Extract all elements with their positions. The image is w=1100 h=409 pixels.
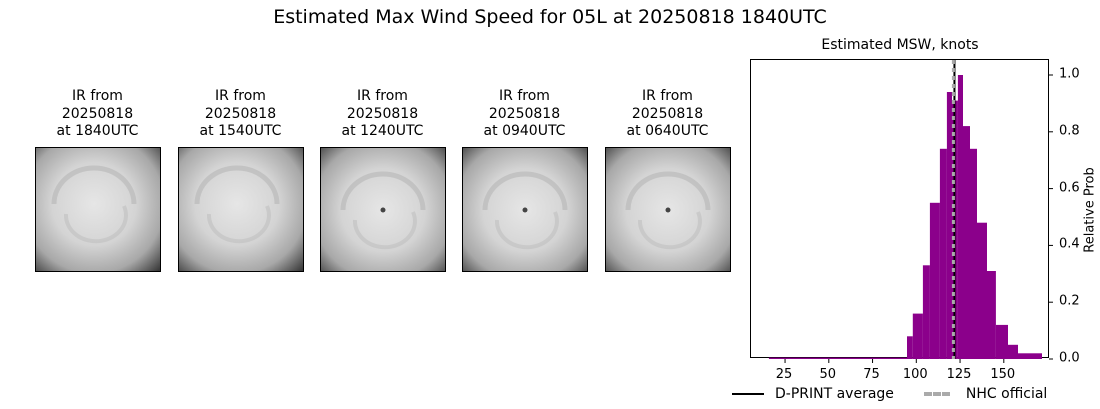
legend: D-PRINT average NHC official xyxy=(732,386,1047,402)
legend-label-nhc: NHC official xyxy=(965,386,1048,402)
histogram-bar xyxy=(970,148,977,359)
y-tick-label: 0.4 xyxy=(1059,236,1080,252)
ir-satellite-image xyxy=(462,147,588,272)
ir-satellite-image xyxy=(320,147,446,272)
x-tick-label: 50 xyxy=(819,367,837,382)
ir-panel: IR from 20250818 at 1540UTC xyxy=(169,88,312,272)
ir-panel: IR from 20250818 at 0940UTC xyxy=(453,88,596,272)
histogram-bar xyxy=(922,265,930,359)
histogram-bar xyxy=(1018,353,1042,359)
y-tick-label: 0.6 xyxy=(1059,180,1080,196)
x-tick-label: 100 xyxy=(902,367,928,382)
y-tick-label: 0.2 xyxy=(1059,293,1080,309)
ir-satellite-image xyxy=(178,147,304,272)
ir-caption: IR from 20250818 at 0940UTC xyxy=(483,88,566,139)
chart-title: Estimated MSW, knots xyxy=(821,37,979,53)
histogram-bar xyxy=(768,357,907,359)
histogram-bar xyxy=(907,336,913,359)
y-tick-label: 1.0 xyxy=(1059,66,1080,82)
y-axis-label: Relative Prob xyxy=(1082,167,1098,253)
histogram-bar xyxy=(912,313,923,359)
dashed-line-icon xyxy=(923,392,950,396)
ir-satellite-image xyxy=(35,147,161,272)
ir-caption: IR from 20250818 at 1240UTC xyxy=(341,88,424,139)
histogram-bar xyxy=(995,324,1008,359)
ir-satellite-image xyxy=(605,147,731,272)
figure-title: Estimated Max Wind Speed for 05L at 2025… xyxy=(273,6,827,28)
ir-caption: IR from 20250818 at 1840UTC xyxy=(56,88,139,139)
histogram-bar xyxy=(957,75,963,359)
legend-item-nhc: NHC official xyxy=(894,386,1047,402)
ir-caption: IR from 20250818 at 1540UTC xyxy=(199,88,282,139)
ir-panel: IR from 20250818 at 0640UTC xyxy=(596,88,739,272)
x-tick-label: 150 xyxy=(990,367,1016,382)
ir-panel: IR from 20250818 at 1240UTC xyxy=(311,88,454,272)
solid-line-icon xyxy=(732,393,764,395)
ir-caption: IR from 20250818 at 0640UTC xyxy=(626,88,709,139)
histogram-bar xyxy=(946,92,952,359)
ir-panel: IR from 20250818 at 1840UTC xyxy=(26,88,169,272)
histogram-bar xyxy=(977,222,987,359)
histogram-bar xyxy=(929,202,940,359)
legend-label-dprint: D-PRINT average xyxy=(775,386,894,402)
y-tick-label: 0.0 xyxy=(1059,350,1080,366)
x-tick-label: 75 xyxy=(863,367,880,382)
legend-item-dprint: D-PRINT average xyxy=(732,386,894,402)
histogram-bar xyxy=(963,126,970,359)
histogram-bar xyxy=(987,271,996,359)
y-tick-label: 0.8 xyxy=(1059,123,1080,139)
x-tick-label: 25 xyxy=(775,367,793,382)
x-tick-label: 125 xyxy=(946,367,972,382)
histogram-plot-area xyxy=(750,59,1053,363)
histogram-bar xyxy=(1008,344,1018,359)
histogram-bar xyxy=(939,148,947,359)
